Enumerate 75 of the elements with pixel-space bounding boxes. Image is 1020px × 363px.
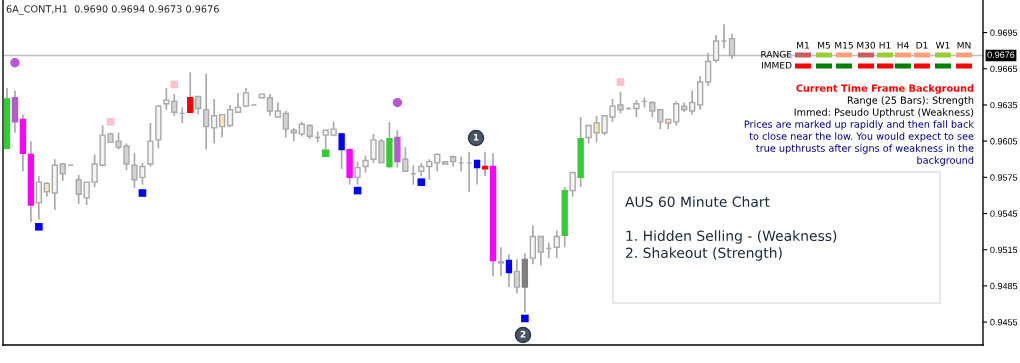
text: 6A_CONT,H1 0.9690 0.9694 0.9673 0.9676 xyxy=(6,5,219,15)
candlestick xyxy=(218,113,226,139)
annotation: 2 xyxy=(520,330,526,338)
annotation: M1 xyxy=(797,41,809,49)
annotation: D1 xyxy=(916,41,928,49)
annotation: RANGE xyxy=(761,50,792,58)
annotation: W1 xyxy=(935,41,950,49)
candlestick xyxy=(163,87,170,111)
candlestick xyxy=(226,104,234,128)
candlestick xyxy=(704,52,712,87)
candlestick xyxy=(481,151,489,177)
annotation: M15 xyxy=(835,41,853,49)
annotation: M30 xyxy=(857,41,876,49)
candlestick xyxy=(195,95,202,116)
annotation: Immed: Pseudo Upthrust (Weakness) xyxy=(794,108,974,118)
y-tick-label: 0.9485 xyxy=(990,282,1018,290)
y-tick-label: 0.9605 xyxy=(990,138,1018,145)
y-tick-label: 0.9455 xyxy=(990,319,1018,326)
annotation: Range (25 Bars): Strength xyxy=(847,96,974,106)
annotation: to close near the low. You would expect to see xyxy=(749,132,974,142)
candlestick xyxy=(537,235,544,267)
y-tick-label: 0.9635 xyxy=(990,101,1018,109)
annotation: Current Time Frame Background xyxy=(796,84,974,94)
point xyxy=(170,80,179,89)
y-tick-label: 0.9515 xyxy=(990,246,1018,254)
candlestick xyxy=(402,146,409,173)
annotation: AUS 60 Minute Chart xyxy=(625,196,770,208)
candlestick xyxy=(728,32,736,60)
annotation: background xyxy=(917,156,974,166)
y-tick-label: 0.9545 xyxy=(990,210,1018,217)
point xyxy=(106,118,115,126)
candlestick xyxy=(529,224,537,266)
candlestick xyxy=(434,152,441,173)
point xyxy=(321,149,330,157)
annotation: IMMED xyxy=(761,61,792,69)
annotation: H1 xyxy=(879,41,891,49)
candlestick xyxy=(171,93,178,117)
point xyxy=(138,189,147,197)
candlestick xyxy=(234,92,242,114)
candlestick xyxy=(689,89,696,116)
annotation: M5 xyxy=(818,41,830,49)
annotation: Prices are marked up rapidly and then fall back xyxy=(744,120,974,130)
candlestick xyxy=(210,98,218,145)
point xyxy=(417,178,426,186)
annotation: true upthrusts after signs of weakness in the xyxy=(756,144,974,154)
candlestick xyxy=(266,93,274,117)
candlestick xyxy=(473,159,481,186)
annotation: 1. Hidden Selling - (Weakness) xyxy=(626,230,837,244)
candlestick xyxy=(513,258,521,294)
candlestick xyxy=(553,229,560,259)
point xyxy=(35,222,43,231)
candlestick xyxy=(569,171,576,198)
candlestick xyxy=(282,110,290,139)
candlestick xyxy=(203,72,210,151)
candlestick xyxy=(673,100,680,127)
candlestick xyxy=(696,75,704,111)
point xyxy=(392,97,403,108)
candlestick xyxy=(426,158,433,181)
point xyxy=(10,58,20,68)
candlestick xyxy=(505,253,513,288)
point xyxy=(616,78,625,86)
y-tick-label: 0.9665 xyxy=(990,65,1018,73)
candlestick xyxy=(35,175,43,221)
candlestick xyxy=(187,71,194,114)
candlestick xyxy=(497,246,505,278)
y-tick-label: 0.9575 xyxy=(990,174,1018,181)
annotation: MN xyxy=(957,41,971,49)
annotation: H4 xyxy=(897,41,909,49)
candlestick xyxy=(354,160,361,186)
annotation: 2. Shakeout (Strength) xyxy=(626,247,782,261)
point xyxy=(521,314,529,323)
candlestick xyxy=(712,34,720,64)
y-tick-label: 0.9695 xyxy=(990,29,1018,36)
annotation: 1 xyxy=(473,133,479,141)
ref-line-label: 0.9676 xyxy=(987,51,1015,58)
